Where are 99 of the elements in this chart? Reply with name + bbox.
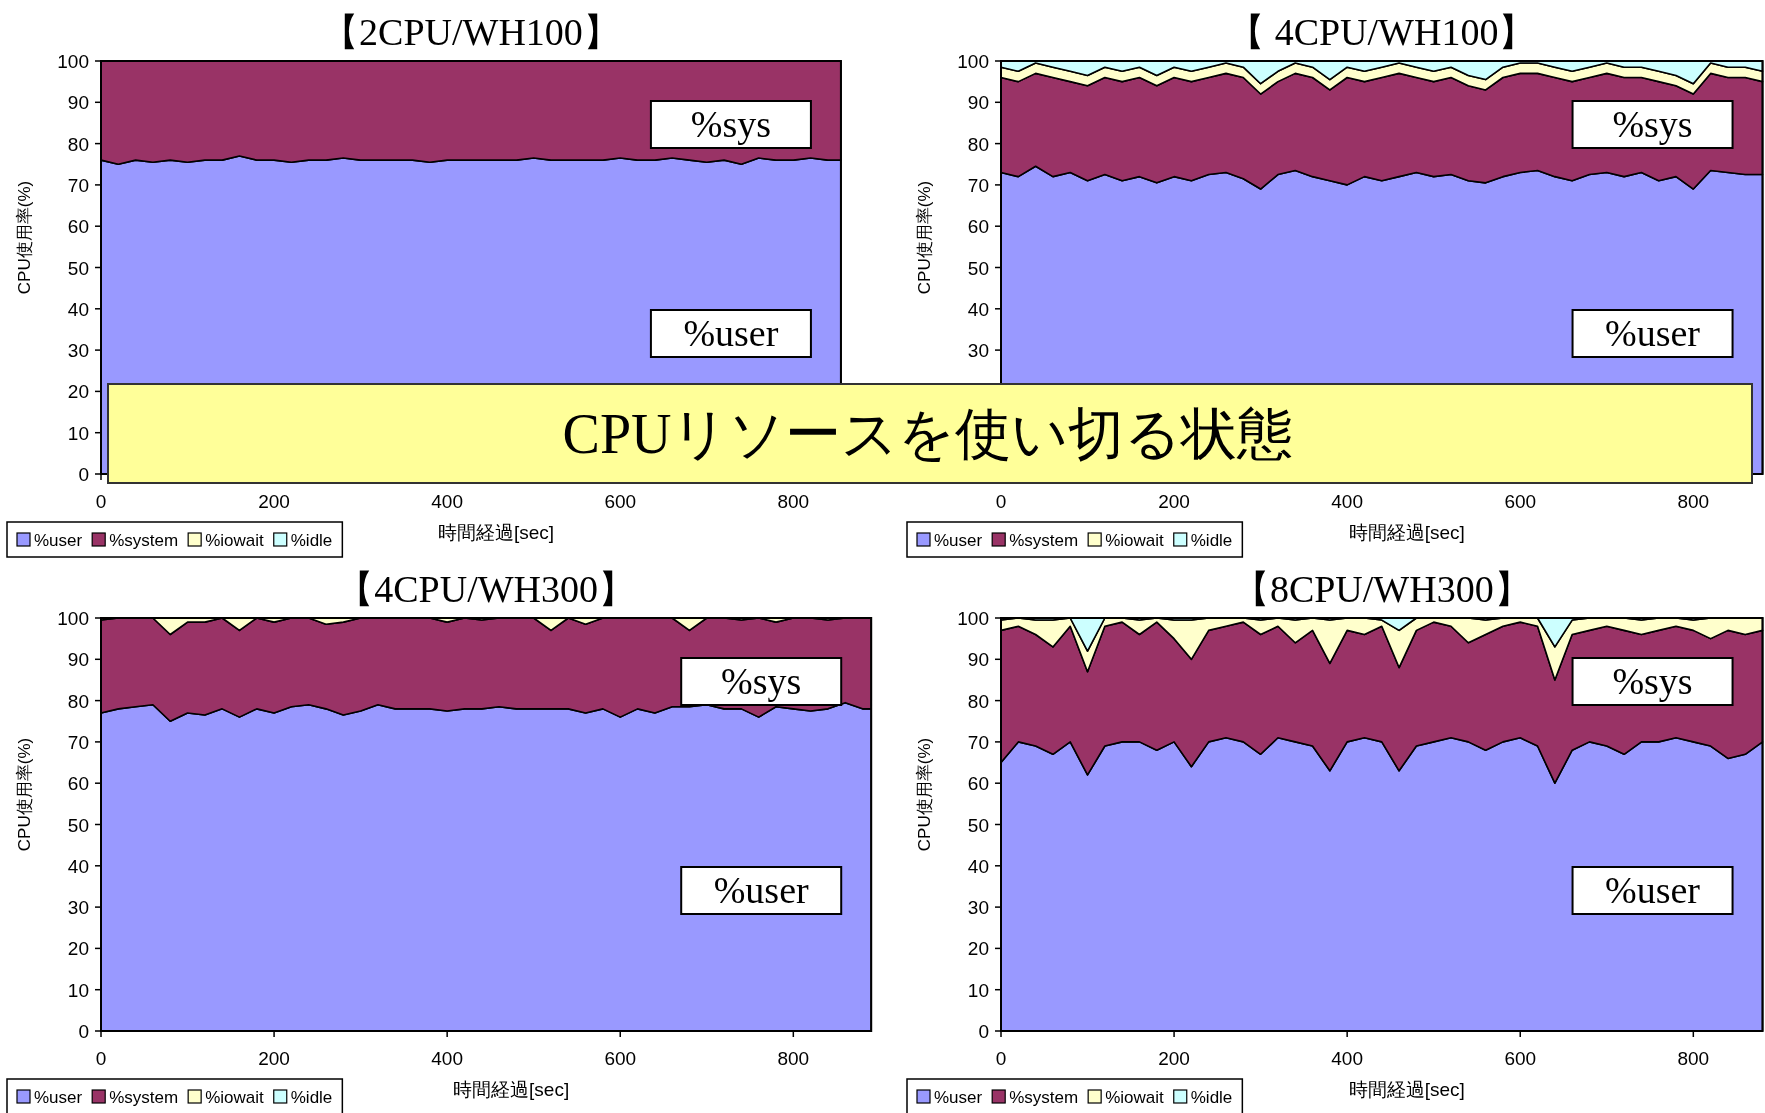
y-tick-label: 50 — [67, 814, 89, 836]
chart-title: 【8CPU/WH300】 — [1231, 568, 1532, 610]
y-tick-label: 80 — [67, 133, 89, 155]
y-tick-label: 70 — [967, 731, 989, 753]
y-tick-label: 100 — [957, 51, 989, 72]
legend-label: %user — [34, 1088, 83, 1107]
y-tick-label: 80 — [67, 690, 89, 712]
annotation: %sys — [690, 103, 772, 145]
y-tick-label: 90 — [967, 92, 989, 114]
chart-title: 【 4CPU/WH100】 — [1227, 11, 1537, 53]
annotation: %sys — [1612, 660, 1693, 702]
x-tick-label: 400 — [431, 1048, 464, 1069]
y-tick-label: 30 — [67, 897, 89, 919]
x-axis-title: 時間経過[sec] — [1348, 522, 1465, 543]
annotation: %sys — [721, 660, 802, 702]
y-tick-label: 0 — [78, 1021, 89, 1042]
y-tick-label: 90 — [67, 92, 89, 114]
y-tick-label: 50 — [67, 257, 89, 279]
y-axis-title: CPU使用率(%) — [15, 737, 34, 852]
x-axis-title: 時間経過[sec] — [1348, 1079, 1465, 1100]
x-tick-label: 400 — [1331, 1048, 1364, 1069]
y-tick-label: 30 — [67, 340, 89, 362]
annotation: %user — [1605, 869, 1701, 911]
legend-label: %system — [109, 1088, 179, 1107]
x-tick-label: 200 — [258, 1048, 290, 1069]
annotation: CPUリソースを使い切る状態 — [562, 403, 1294, 465]
annotation: %user — [683, 312, 779, 354]
y-axis-title: CPU使用率(%) — [15, 180, 34, 295]
x-tick-label: 200 — [1158, 491, 1190, 512]
y-tick-label: 80 — [967, 690, 989, 712]
legend-label: %user — [34, 531, 83, 550]
legend-label: %idle — [1190, 531, 1233, 550]
legend-label: %iowait — [1105, 1088, 1165, 1107]
x-tick-label: 0 — [95, 1048, 107, 1069]
annotation-banner: CPUリソースを使い切る状態 — [107, 383, 1753, 484]
y-tick-label: 0 — [78, 464, 89, 485]
x-tick-label: 600 — [1504, 1048, 1537, 1069]
y-tick-label: 20 — [67, 381, 89, 403]
x-tick-label: 800 — [777, 1048, 810, 1069]
y-tick-label: 100 — [57, 51, 89, 72]
x-tick-label: 400 — [1331, 491, 1364, 512]
legend-label: %iowait — [1105, 531, 1165, 550]
y-tick-label: 50 — [967, 814, 989, 836]
y-tick-label: 70 — [967, 174, 989, 196]
annotation: %sys — [1612, 103, 1693, 145]
y-tick-label: 70 — [67, 174, 89, 196]
y-tick-label: 90 — [67, 649, 89, 671]
y-tick-label: 60 — [967, 216, 989, 238]
x-axis-title: 時間経過[sec] — [453, 1079, 570, 1100]
y-tick-label: 90 — [967, 649, 989, 671]
y-tick-label: 70 — [67, 731, 89, 753]
y-tick-label: 60 — [67, 773, 89, 795]
y-tick-label: 40 — [967, 298, 989, 320]
legend-label: %system — [1009, 1088, 1079, 1107]
x-tick-label: 0 — [995, 491, 1007, 512]
annotation: %user — [713, 869, 810, 911]
x-tick-label: 600 — [1504, 491, 1537, 512]
x-tick-label: 800 — [1677, 1048, 1710, 1069]
x-tick-label: 0 — [995, 1048, 1007, 1069]
y-tick-label: 60 — [967, 773, 989, 795]
y-tick-label: 10 — [967, 979, 989, 1001]
legend-label: %user — [934, 1088, 983, 1107]
y-tick-label: 80 — [967, 133, 989, 155]
y-tick-label: 0 — [978, 1021, 989, 1042]
legend-label: %idle — [290, 531, 333, 550]
x-tick-label: 600 — [604, 1048, 637, 1069]
x-tick-label: 600 — [604, 491, 637, 512]
y-axis-title: CPU使用率(%) — [915, 737, 934, 852]
x-tick-label: 200 — [1158, 1048, 1190, 1069]
legend-label: %system — [109, 531, 179, 550]
y-tick-label: 60 — [67, 216, 89, 238]
x-axis-title: 時間経過[sec] — [437, 522, 555, 543]
legend-label: %iowait — [205, 531, 265, 550]
y-tick-label: 40 — [67, 298, 89, 320]
x-tick-label: 0 — [95, 491, 107, 512]
legend-label: %user — [934, 531, 983, 550]
y-tick-label: 10 — [67, 422, 89, 444]
legend-label: %system — [1009, 531, 1079, 550]
chart-title: 【2CPU/WH100】 — [321, 11, 621, 53]
y-tick-label: 100 — [57, 608, 89, 629]
y-tick-label: 100 — [957, 608, 989, 629]
legend-label: %iowait — [205, 1088, 265, 1107]
legend-label: %idle — [290, 1088, 333, 1107]
chart-title: 【4CPU/WH300】 — [336, 568, 636, 610]
annotation: %user — [1605, 312, 1701, 354]
legend-label: %idle — [1190, 1088, 1233, 1107]
x-tick-label: 200 — [258, 491, 290, 512]
y-tick-label: 40 — [967, 855, 989, 877]
y-tick-label: 30 — [967, 897, 989, 919]
y-tick-label: 30 — [967, 340, 989, 362]
y-axis-title: CPU使用率(%) — [915, 180, 934, 295]
y-tick-label: 20 — [967, 938, 989, 960]
x-tick-label: 400 — [431, 491, 464, 512]
y-tick-label: 40 — [67, 855, 89, 877]
x-tick-label: 800 — [777, 491, 810, 512]
y-tick-label: 50 — [967, 257, 989, 279]
y-tick-label: 20 — [67, 938, 89, 960]
x-tick-label: 800 — [1677, 491, 1710, 512]
y-tick-label: 10 — [67, 979, 89, 1001]
